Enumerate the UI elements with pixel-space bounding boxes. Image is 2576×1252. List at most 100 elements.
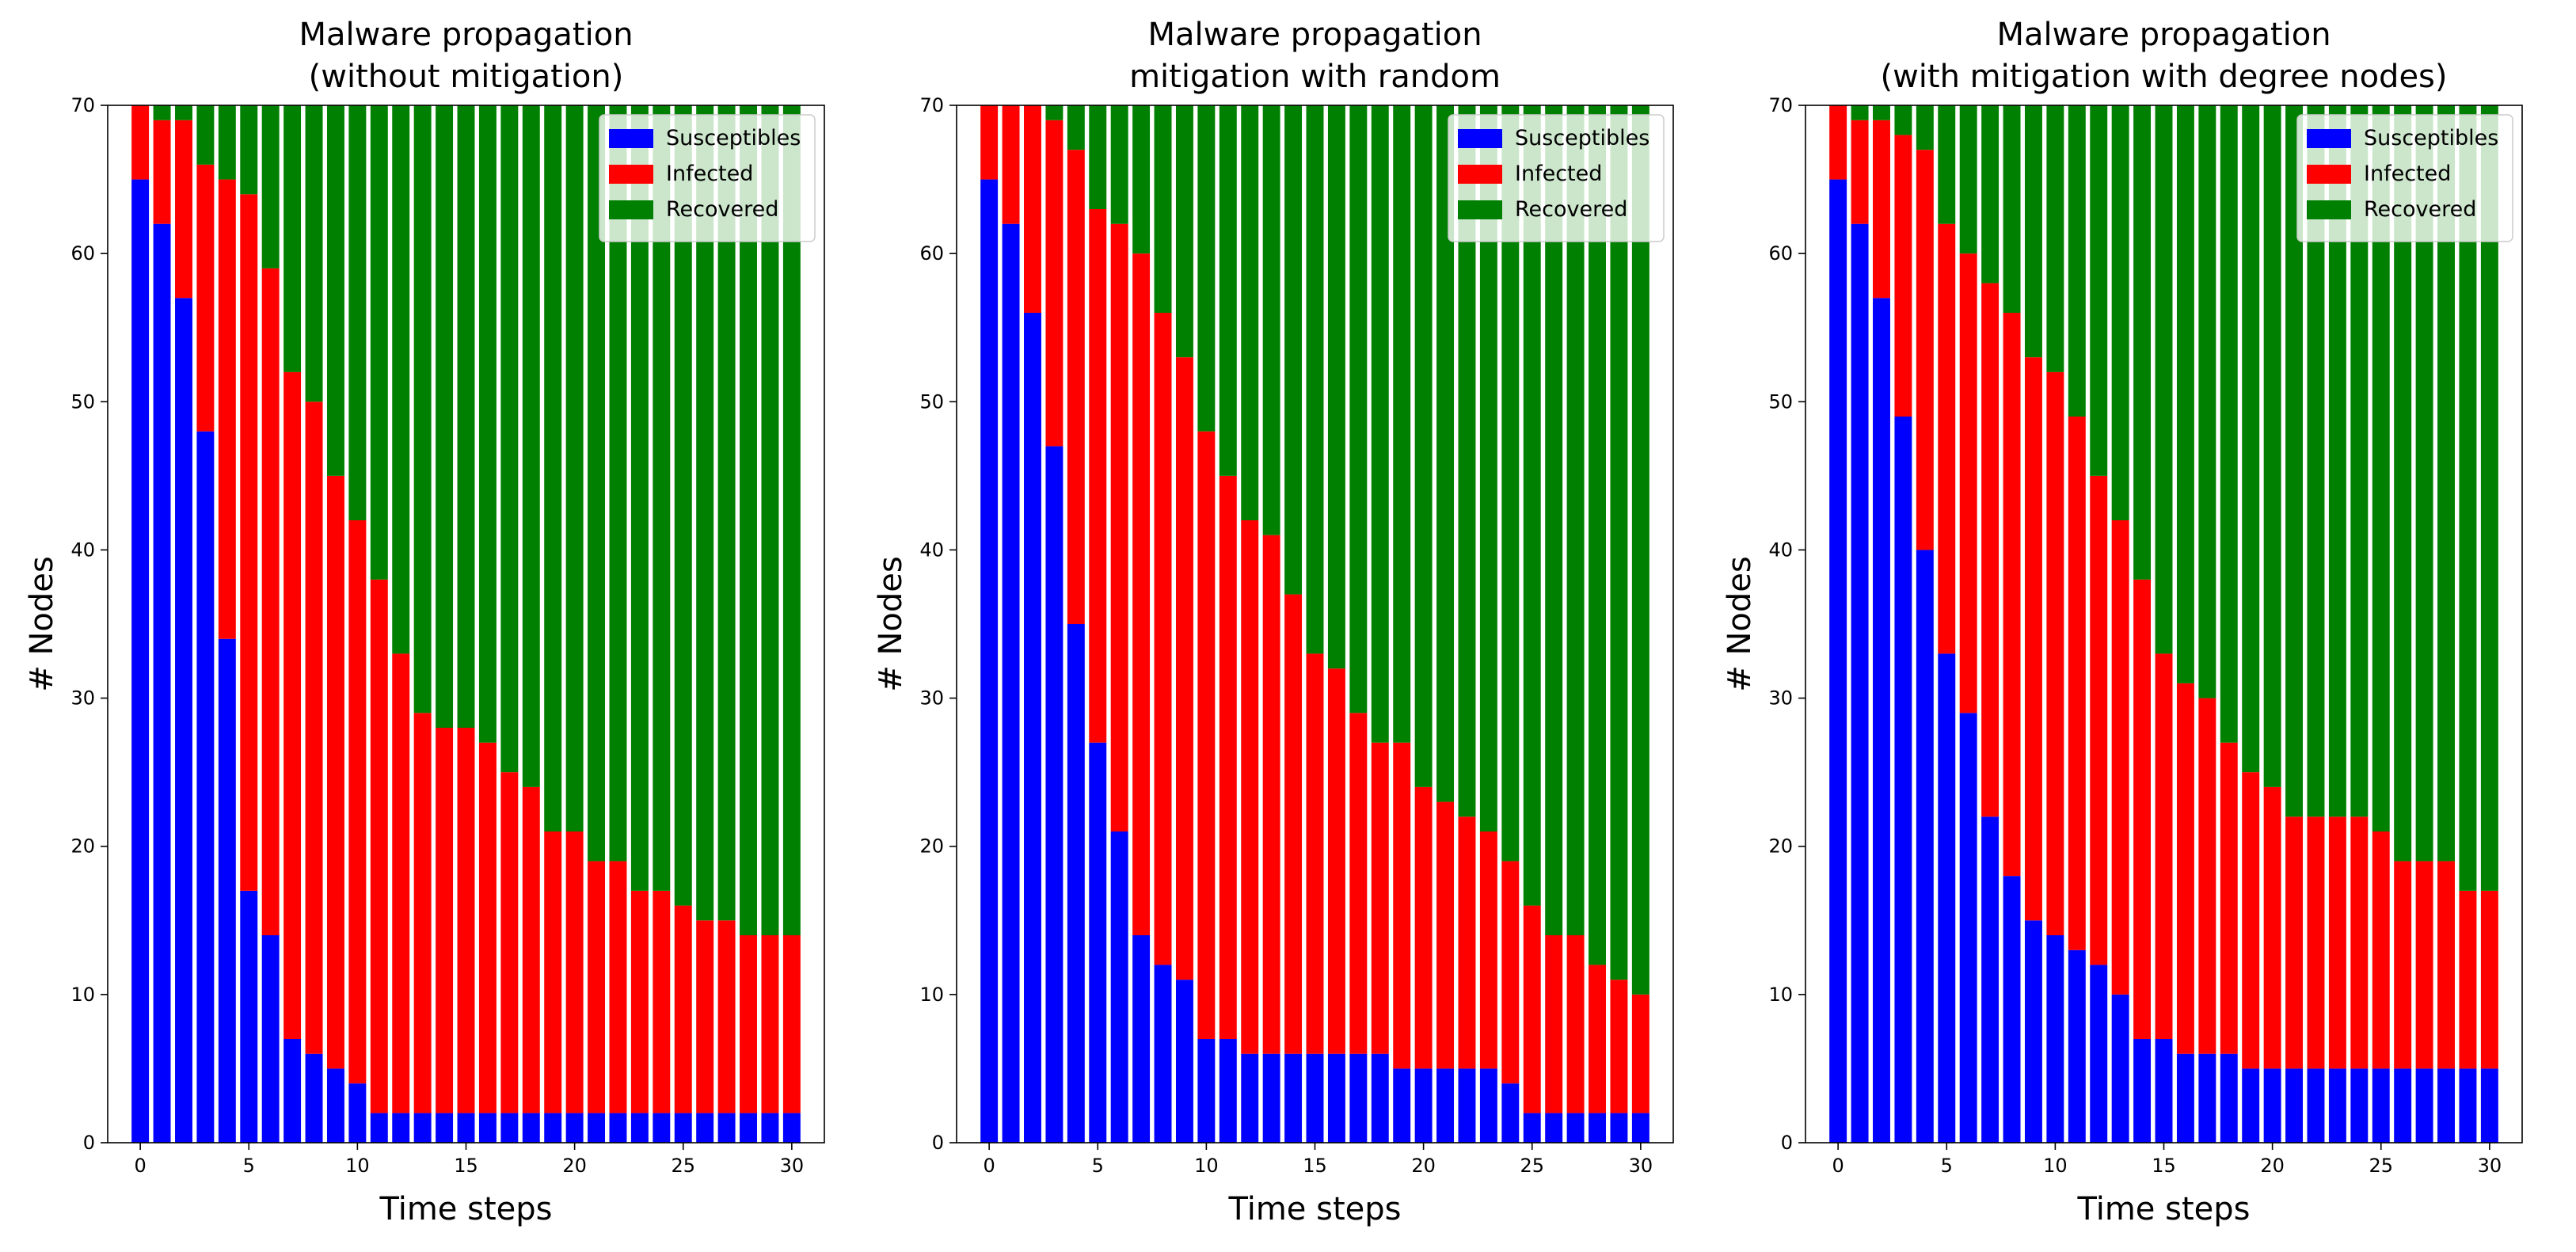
bar-recovered-t22 xyxy=(1458,105,1476,817)
bar-susceptibles-t8 xyxy=(2003,876,2021,1143)
bar-infected-t18 xyxy=(522,786,540,1113)
bar-recovered-t10 xyxy=(1197,105,1216,432)
bar-infected-t12 xyxy=(1241,520,1259,1054)
bar-susceptibles-t15 xyxy=(457,1113,475,1143)
bar-recovered-t14 xyxy=(1284,105,1303,595)
bar-infected-t23 xyxy=(1479,831,1497,1069)
bar-infected-t17 xyxy=(1349,713,1368,1054)
x-tick-label: 15 xyxy=(2152,1155,2176,1177)
bar-infected-t10 xyxy=(348,520,367,1084)
y-tick-label: 30 xyxy=(919,687,944,710)
bar-recovered-t14 xyxy=(436,105,454,728)
bar-recovered-t30 xyxy=(782,105,801,935)
bar-infected-t13 xyxy=(413,713,432,1113)
bar-susceptibles-t30 xyxy=(1631,1113,1649,1143)
bar-susceptibles-t6 xyxy=(1110,831,1128,1143)
bar-susceptibles-t12 xyxy=(1241,1053,1259,1143)
bar-infected-t16 xyxy=(1327,668,1345,1054)
bar-infected-t0 xyxy=(131,105,150,180)
x-tick-label: 10 xyxy=(1194,1155,1219,1177)
bar-susceptibles-t29 xyxy=(1610,1113,1628,1143)
bar-infected-t12 xyxy=(2090,475,2108,965)
x-tick-label: 25 xyxy=(671,1155,695,1177)
bar-infected-t26 xyxy=(2394,861,2412,1069)
bar-infected-t1 xyxy=(1851,120,1869,224)
bar-susceptibles-t20 xyxy=(1414,1068,1433,1143)
bar-infected-t15 xyxy=(1306,653,1324,1054)
bar-recovered-t16 xyxy=(1327,105,1345,669)
bar-recovered-t18 xyxy=(522,105,540,787)
bar-susceptibles-t10 xyxy=(348,1083,367,1143)
bars-group xyxy=(131,105,801,1144)
bar-susceptibles-t9 xyxy=(326,1068,344,1143)
bar-infected-t28 xyxy=(1589,965,1606,1113)
y-tick-label: 50 xyxy=(70,390,95,413)
legend-label-susceptibles: Susceptibles xyxy=(666,126,801,150)
x-tick-label: 20 xyxy=(1411,1155,1436,1177)
bar-infected-t0 xyxy=(1829,105,1847,180)
bar-infected-t30 xyxy=(1631,994,1649,1113)
bar-recovered-t7 xyxy=(283,105,302,372)
bar-susceptibles-t14 xyxy=(2133,1039,2152,1143)
bar-susceptibles-t28 xyxy=(740,1113,757,1143)
bar-recovered-t30 xyxy=(2480,105,2498,891)
bar-recovered-t17 xyxy=(500,105,519,773)
bar-infected-t29 xyxy=(1610,980,1628,1113)
bar-susceptibles-t1 xyxy=(1002,223,1020,1144)
bar-susceptibles-t12 xyxy=(2090,965,2108,1143)
legend-label-infected: Infected xyxy=(1515,162,1602,186)
y-tick-label: 30 xyxy=(1768,687,1793,710)
bars-group xyxy=(980,105,1649,1144)
bar-recovered-t29 xyxy=(761,105,779,935)
bar-recovered-t25 xyxy=(1523,105,1541,906)
bar-infected-t3 xyxy=(196,164,215,432)
bar-susceptibles-t19 xyxy=(544,1113,562,1143)
bar-susceptibles-t5 xyxy=(240,890,258,1143)
bar-infected-t10 xyxy=(2046,371,2064,935)
bar-recovered-t6 xyxy=(1959,105,1977,254)
bar-recovered-t9 xyxy=(326,105,344,476)
bar-susceptibles-t23 xyxy=(1479,1068,1497,1143)
bar-recovered-t21 xyxy=(588,105,606,862)
x-tick-label: 15 xyxy=(1303,1155,1327,1177)
bar-susceptibles-t29 xyxy=(761,1113,779,1143)
legend: Susceptibles Infected Recovered xyxy=(599,114,816,242)
bar-infected-t14 xyxy=(436,728,454,1113)
bar-susceptibles-t8 xyxy=(305,1053,323,1143)
legend-label-recovered: Recovered xyxy=(1515,197,1627,222)
bar-recovered-t20 xyxy=(1414,105,1433,787)
bar-recovered-t15 xyxy=(457,105,475,728)
y-tick-label: 10 xyxy=(70,984,95,1006)
bar-infected-t30 xyxy=(782,935,801,1113)
bar-recovered-t15 xyxy=(1306,105,1324,654)
y-tick-label: 50 xyxy=(919,390,944,413)
bar-recovered-t8 xyxy=(1154,105,1172,313)
bar-recovered-t11 xyxy=(1219,105,1237,476)
y-tick-label: 40 xyxy=(1768,538,1793,561)
bar-susceptibles-t25 xyxy=(2372,1068,2390,1143)
bar-infected-t1 xyxy=(1002,105,1020,224)
legend-swatch-infected xyxy=(1458,165,1502,184)
bar-recovered-t14 xyxy=(2133,105,2152,580)
bar-infected-t26 xyxy=(696,920,714,1113)
x-tick-label: 5 xyxy=(243,1155,255,1177)
legend-label-susceptibles: Susceptibles xyxy=(2364,126,2498,150)
bar-recovered-t1 xyxy=(153,105,171,120)
bar-susceptibles-t22 xyxy=(1458,1068,1476,1143)
bar-infected-t23 xyxy=(630,890,649,1113)
x-tick-label: 30 xyxy=(2478,1155,2502,1177)
bar-recovered-t3 xyxy=(1894,105,1912,135)
bar-infected-t20 xyxy=(565,831,584,1113)
x-tick-label: 10 xyxy=(345,1155,370,1177)
y-tick-label: 60 xyxy=(919,242,944,264)
bar-recovered-t12 xyxy=(392,105,410,654)
bar-infected-t19 xyxy=(544,831,562,1113)
bar-susceptibles-t11 xyxy=(370,1113,388,1143)
bar-susceptibles-t17 xyxy=(500,1113,519,1143)
x-tick-label: 5 xyxy=(1941,1155,1953,1177)
bar-infected-t24 xyxy=(653,890,671,1113)
y-tick-label: 20 xyxy=(1768,835,1793,858)
bar-infected-t18 xyxy=(1371,742,1389,1054)
bar-infected-t9 xyxy=(1175,357,1193,980)
